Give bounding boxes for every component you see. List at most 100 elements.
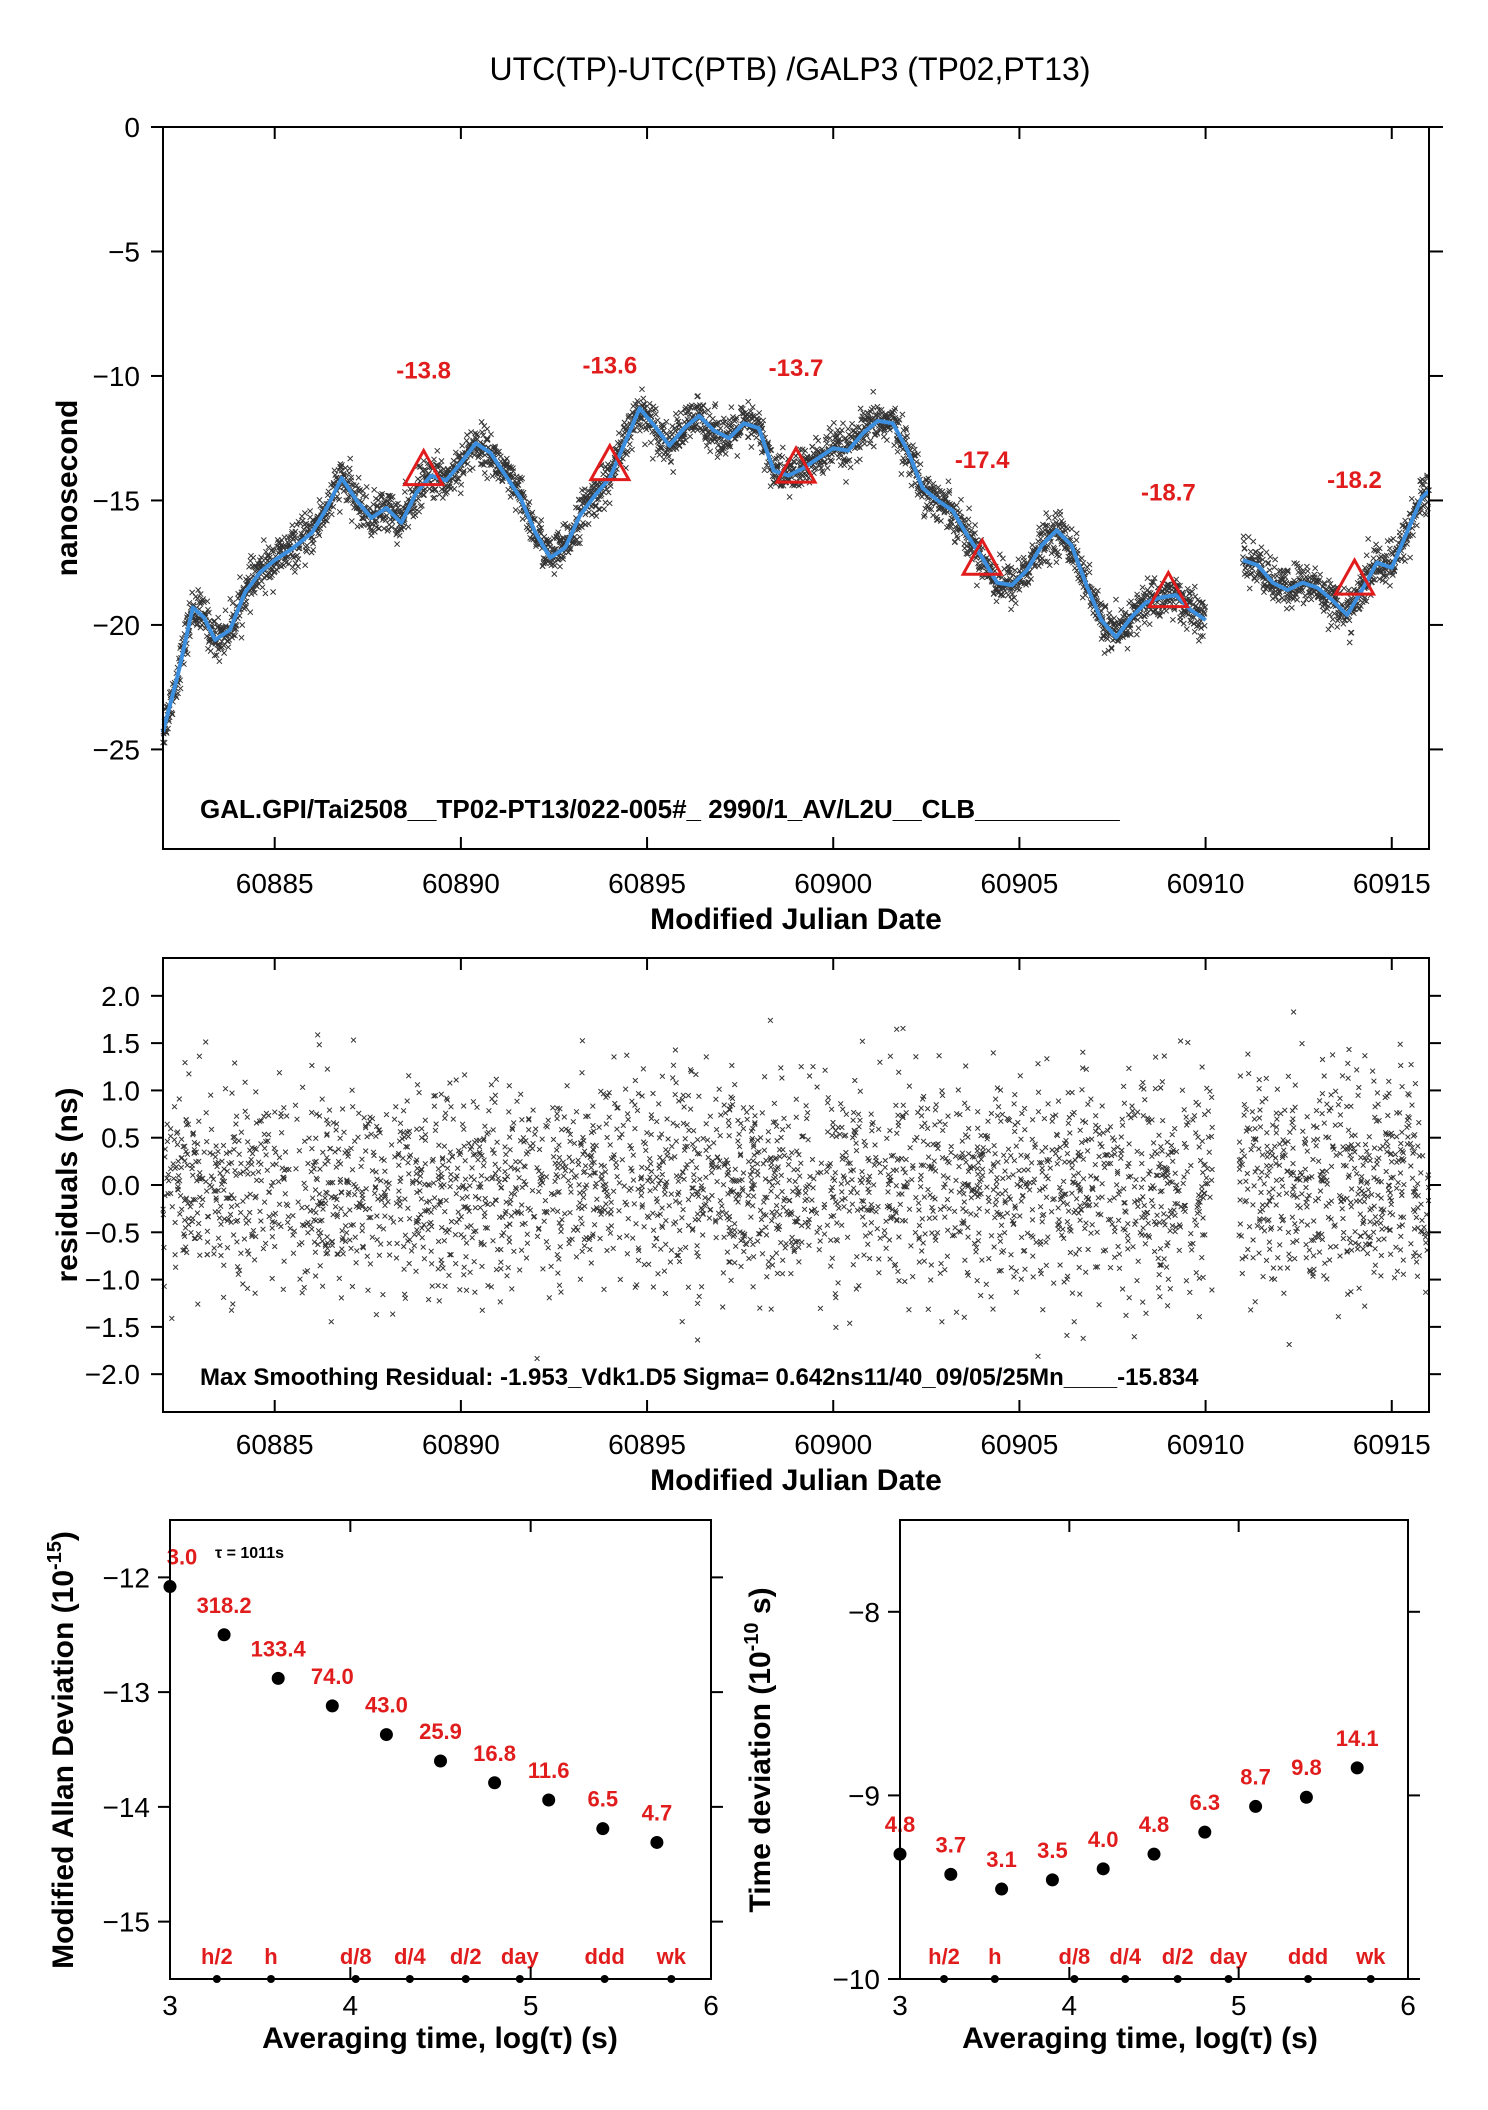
raw-point [1329, 623, 1334, 628]
residual-point [1044, 1195, 1049, 1200]
residual-point [774, 1124, 779, 1129]
residual-point [1204, 1176, 1209, 1181]
residual-point [415, 1082, 420, 1087]
residual-point [1245, 1247, 1250, 1252]
residual-point [722, 1103, 727, 1108]
residual-point [511, 1121, 516, 1126]
residual-point [830, 1133, 835, 1138]
residual-point [833, 1170, 838, 1175]
residual-point [1082, 1226, 1087, 1231]
residual-point [1065, 1333, 1070, 1338]
residual-point [1078, 1128, 1083, 1133]
raw-point [848, 465, 853, 470]
residual-point [1413, 1194, 1418, 1199]
residual-point [205, 1252, 210, 1257]
residual-point [1265, 1144, 1270, 1149]
residual-point [1070, 1165, 1075, 1170]
residual-point [1200, 1065, 1205, 1070]
raw-point [458, 491, 463, 496]
raw-point [1347, 640, 1352, 645]
y-tick-label: −10 [93, 361, 141, 392]
residual-point [940, 1128, 945, 1133]
residual-point [1341, 1216, 1346, 1221]
raw-point [1038, 560, 1043, 565]
raw-point [435, 448, 440, 453]
residual-point [245, 1140, 250, 1145]
residual-point [555, 1252, 560, 1257]
residual-point [553, 1179, 558, 1184]
residual-point [197, 1253, 202, 1258]
residual-point [374, 1312, 379, 1317]
raw-point [482, 470, 487, 475]
residual-point [1406, 1091, 1411, 1096]
residual-point [256, 1169, 261, 1174]
residual-point [639, 1165, 644, 1170]
residual-point [1131, 1244, 1136, 1249]
residual-point [240, 1282, 245, 1287]
residual-point [782, 1116, 787, 1121]
residual-point [526, 1127, 531, 1132]
residual-point [718, 1215, 723, 1220]
raw-point [485, 426, 490, 431]
residual-point [223, 1086, 228, 1091]
residual-point [1170, 1132, 1175, 1137]
raw-point [498, 454, 503, 459]
residual-point [1260, 1153, 1265, 1158]
raw-point [1268, 554, 1273, 559]
residual-point [975, 1109, 980, 1114]
residual-point [505, 1273, 510, 1278]
residual-point [1168, 1208, 1173, 1213]
residual-point [1291, 1010, 1296, 1015]
residual-point [567, 1241, 572, 1246]
residual-point [660, 1172, 665, 1177]
residual-point [605, 1135, 610, 1140]
residual-point [1118, 1156, 1123, 1161]
residual-point [751, 1159, 756, 1164]
residual-point [648, 1161, 653, 1166]
residual-point [1305, 1205, 1310, 1210]
residual-point [512, 1249, 517, 1254]
residual-point [978, 1293, 983, 1298]
raw-point [1341, 586, 1346, 591]
residual-point [755, 1239, 760, 1244]
residual-point [453, 1232, 458, 1237]
residual-point [975, 1126, 980, 1131]
residual-point [329, 1319, 334, 1324]
raw-point [1125, 646, 1130, 651]
residual-point [884, 1219, 889, 1224]
residual-point [647, 1156, 652, 1161]
residual-point [1320, 1057, 1325, 1062]
raw-point [843, 479, 848, 484]
residual-point [669, 1144, 674, 1149]
residual-point [1317, 1098, 1322, 1103]
residual-point [198, 1235, 203, 1240]
residual-point [1259, 1170, 1264, 1175]
raw-point [967, 506, 972, 511]
residual-point [582, 1244, 587, 1249]
residual-point [483, 1196, 488, 1201]
raw-point [1242, 546, 1247, 551]
residual-point [708, 1114, 713, 1119]
residual-point [239, 1161, 244, 1166]
residual-point [1022, 1106, 1027, 1111]
residual-point [383, 1214, 388, 1219]
residual-point [724, 1211, 729, 1216]
residual-point [1349, 1204, 1354, 1209]
residual-point [1201, 1216, 1206, 1221]
residual-point [804, 1116, 809, 1121]
residual-point [302, 1285, 307, 1290]
raw-point [347, 466, 352, 471]
residual-point [449, 1104, 454, 1109]
raw-point [816, 438, 821, 443]
residual-point [1185, 1040, 1190, 1045]
residual-point [658, 1247, 663, 1252]
residual-point [1192, 1218, 1197, 1223]
residual-point [1020, 1111, 1025, 1116]
residual-point [248, 1192, 253, 1197]
residual-point [727, 1133, 732, 1138]
residual-point [935, 1230, 940, 1235]
residual-point [253, 1291, 258, 1296]
residual-point [1307, 1248, 1312, 1253]
residual-point [887, 1238, 892, 1243]
residual-point [176, 1173, 181, 1178]
